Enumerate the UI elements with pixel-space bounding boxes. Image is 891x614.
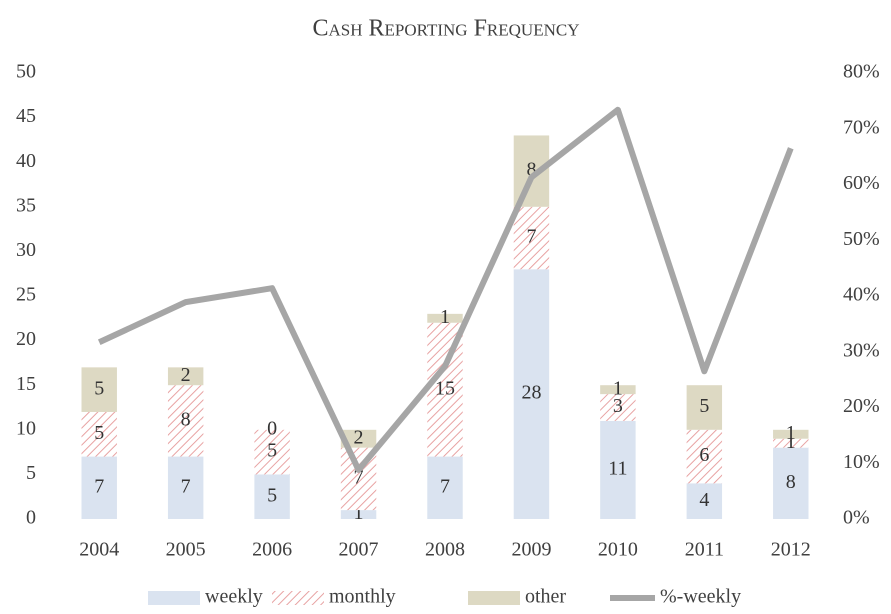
y2-tick-label: 70% bbox=[843, 116, 880, 138]
bar-segment bbox=[773, 429, 809, 439]
data-label: 1 bbox=[440, 306, 450, 328]
bar-segment bbox=[81, 411, 117, 457]
bar-segment bbox=[600, 394, 636, 421]
x-tick-label: 2011 bbox=[685, 539, 724, 561]
legend-label: other bbox=[525, 586, 566, 608]
legend-swatch bbox=[148, 591, 200, 605]
data-label: 5 bbox=[267, 484, 277, 506]
chart-title: Cash Reporting Frequency bbox=[313, 16, 580, 42]
bar-segment bbox=[773, 447, 809, 519]
bar-segment bbox=[167, 367, 204, 386]
y2-tick-label: 10% bbox=[843, 451, 880, 473]
legend-label: monthly bbox=[329, 586, 396, 608]
y-tick-label: 35 bbox=[16, 194, 36, 216]
y-tick-label: 5 bbox=[26, 462, 36, 484]
data-label: 5 bbox=[94, 377, 104, 399]
y-tick-label: 0 bbox=[26, 507, 36, 529]
bar-segment bbox=[81, 456, 117, 519]
data-label: 7 bbox=[181, 475, 191, 497]
y2-tick-label: 80% bbox=[843, 61, 880, 83]
y-tick-label: 15 bbox=[16, 373, 36, 395]
bar-segment bbox=[81, 367, 117, 412]
data-label: 0 bbox=[267, 417, 277, 439]
legend-label: %-weekly bbox=[660, 586, 741, 608]
data-label: 15 bbox=[435, 377, 455, 399]
data-label: 7 bbox=[94, 475, 104, 497]
bar-segment bbox=[686, 483, 723, 519]
data-label: 8 bbox=[181, 408, 191, 430]
data-label: 1 bbox=[786, 431, 796, 453]
data-label: 3 bbox=[613, 395, 623, 417]
bar-segment bbox=[340, 429, 377, 448]
data-label: 2 bbox=[181, 364, 191, 386]
bar-segment bbox=[686, 385, 723, 430]
y-tick-label: 40 bbox=[16, 150, 36, 172]
data-label: 11 bbox=[608, 458, 627, 480]
data-label: 4 bbox=[699, 489, 709, 511]
bar-segment bbox=[167, 456, 204, 519]
data-label: 7 bbox=[354, 466, 364, 488]
y2-tick-label: 40% bbox=[843, 284, 880, 306]
data-label: 8 bbox=[526, 159, 536, 181]
y2-tick-label: 30% bbox=[843, 339, 880, 361]
y-tick-label: 50 bbox=[16, 61, 36, 83]
bar-segment bbox=[427, 456, 463, 519]
x-tick-label: 2009 bbox=[511, 539, 551, 561]
y2-tick-label: 20% bbox=[843, 395, 880, 417]
bar-segment bbox=[254, 474, 290, 519]
x-tick-label: 2008 bbox=[425, 539, 465, 561]
data-label: 7 bbox=[440, 475, 450, 497]
bar-segment bbox=[254, 429, 290, 475]
legend-swatch bbox=[468, 591, 520, 605]
y2-tick-label: 0% bbox=[843, 507, 870, 529]
bar-segment bbox=[600, 420, 636, 519]
bar-segment bbox=[427, 313, 463, 323]
y2-tick-label: 50% bbox=[843, 228, 880, 250]
y2-tick-label: 60% bbox=[843, 172, 880, 194]
x-tick-label: 2005 bbox=[166, 539, 206, 561]
x-tick-label: 2010 bbox=[598, 539, 638, 561]
data-label: 1 bbox=[786, 422, 796, 444]
y-tick-label: 20 bbox=[16, 328, 36, 350]
data-label: 7 bbox=[526, 226, 536, 248]
legend-label: weekly bbox=[205, 586, 263, 608]
bar-segment bbox=[513, 206, 550, 270]
data-label: 6 bbox=[699, 444, 709, 466]
bar-segment bbox=[513, 269, 550, 519]
y-tick-label: 45 bbox=[16, 105, 36, 127]
data-label: 1 bbox=[613, 377, 623, 399]
y-tick-label: 10 bbox=[16, 417, 36, 439]
data-label: 2 bbox=[354, 426, 364, 448]
bar-segment bbox=[773, 438, 809, 448]
bar-segment bbox=[686, 429, 723, 484]
x-tick-label: 2007 bbox=[339, 539, 379, 561]
x-tick-label: 2012 bbox=[771, 539, 811, 561]
data-label: 1 bbox=[354, 502, 364, 524]
bar-segment bbox=[340, 510, 377, 519]
x-tick-label: 2006 bbox=[252, 539, 292, 561]
bar-segment bbox=[600, 385, 636, 395]
data-label: 8 bbox=[786, 471, 796, 493]
y-tick-label: 30 bbox=[16, 239, 36, 261]
data-label: 28 bbox=[521, 382, 541, 404]
legend-swatch bbox=[272, 591, 324, 605]
data-label: 5 bbox=[267, 440, 277, 462]
data-label: 5 bbox=[699, 395, 709, 417]
x-tick-label: 2004 bbox=[79, 539, 119, 561]
y-tick-label: 25 bbox=[16, 284, 36, 306]
line-series bbox=[97, 106, 794, 473]
data-label: 5 bbox=[94, 422, 104, 444]
bar-segment bbox=[167, 385, 204, 457]
